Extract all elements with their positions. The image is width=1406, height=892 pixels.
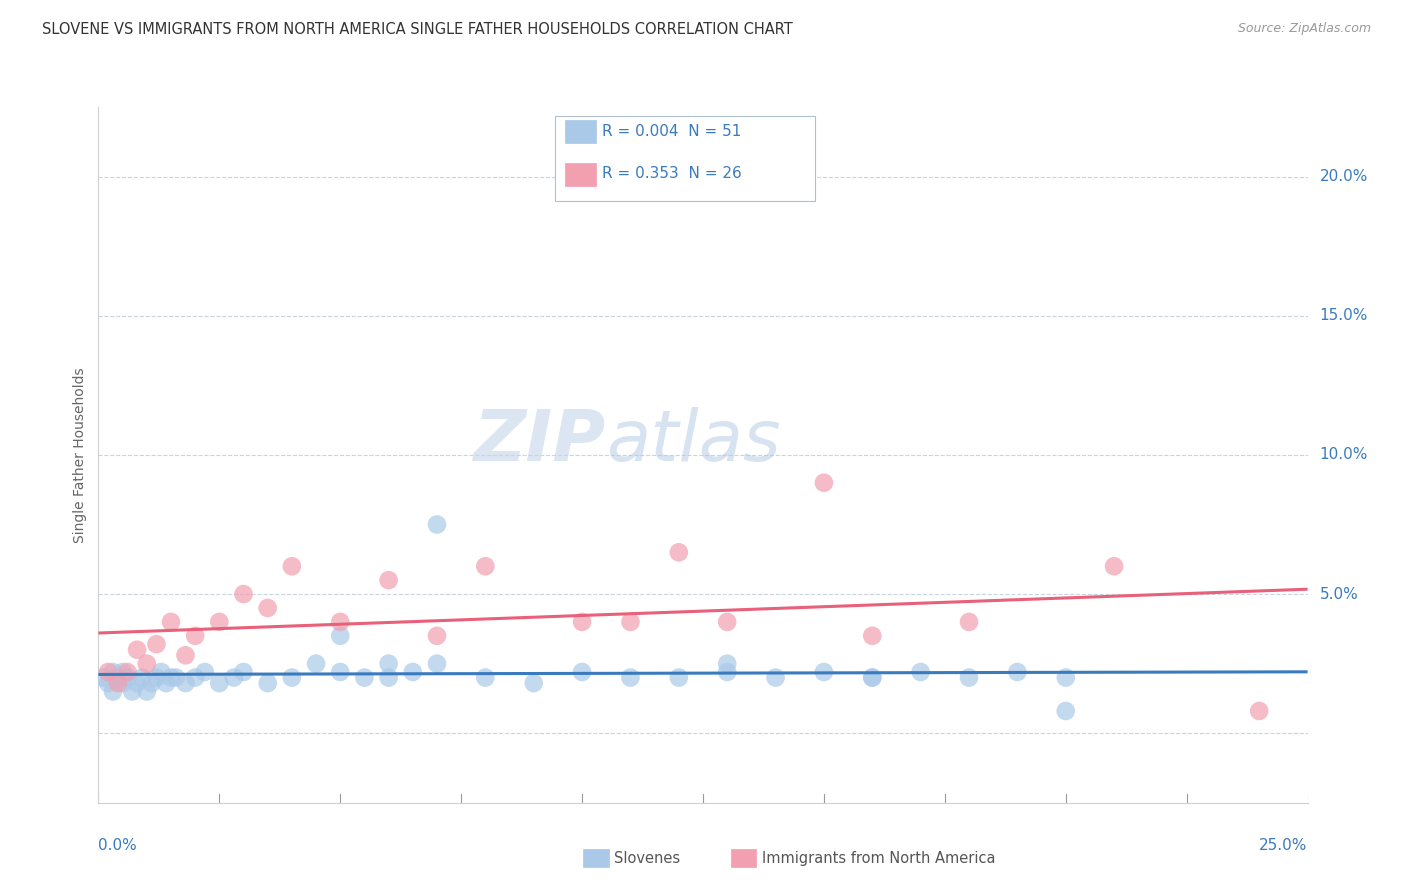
Point [1249, 704, 1271, 718]
Point [377, 671, 399, 685]
Point [1102, 559, 1125, 574]
Text: 5.0%: 5.0% [1320, 587, 1358, 601]
Point [97, 665, 120, 679]
Point [716, 657, 738, 671]
Point [329, 629, 352, 643]
Point [1054, 671, 1077, 685]
Point [957, 671, 980, 685]
Text: atlas: atlas [606, 407, 780, 475]
Point [107, 671, 129, 685]
Point [668, 545, 690, 559]
Point [131, 671, 153, 685]
Point [160, 615, 183, 629]
Point [222, 671, 245, 685]
Point [377, 657, 399, 671]
Point [174, 648, 197, 663]
Point [194, 665, 217, 679]
Point [353, 671, 375, 685]
Text: R = 0.353  N = 26: R = 0.353 N = 26 [602, 167, 741, 181]
Point [117, 671, 139, 685]
Point [145, 637, 167, 651]
Point [1054, 704, 1077, 718]
Point [957, 615, 980, 629]
Text: 20.0%: 20.0% [1320, 169, 1368, 184]
Point [281, 671, 304, 685]
Point [184, 629, 207, 643]
Point [910, 665, 932, 679]
Point [402, 665, 425, 679]
Point [860, 629, 883, 643]
Point [523, 676, 546, 690]
Point [97, 676, 120, 690]
Point [135, 657, 157, 671]
Point [135, 684, 157, 698]
Point [155, 676, 177, 690]
Point [127, 676, 149, 690]
Point [305, 657, 328, 671]
Point [121, 684, 143, 698]
Point [426, 517, 449, 532]
Point [619, 615, 641, 629]
Point [184, 671, 207, 685]
Point [474, 671, 496, 685]
Text: Slovenes: Slovenes [614, 851, 681, 865]
Point [117, 665, 139, 679]
Text: 10.0%: 10.0% [1320, 448, 1368, 462]
Point [377, 573, 399, 587]
Point [716, 615, 738, 629]
Point [813, 665, 835, 679]
Point [127, 642, 149, 657]
Point [1007, 665, 1029, 679]
Point [232, 587, 254, 601]
Point [145, 671, 167, 685]
Point [208, 615, 231, 629]
Point [141, 676, 163, 690]
Point [150, 665, 173, 679]
Point [165, 671, 187, 685]
Point [571, 615, 593, 629]
Point [91, 671, 114, 685]
Point [668, 671, 690, 685]
Text: R = 0.004  N = 51: R = 0.004 N = 51 [602, 124, 741, 138]
Text: Immigrants from North America: Immigrants from North America [762, 851, 995, 865]
Point [111, 676, 134, 690]
Point [281, 559, 304, 574]
Point [256, 676, 278, 690]
Y-axis label: Single Father Households: Single Father Households [73, 368, 87, 542]
Point [232, 665, 254, 679]
Point [716, 665, 738, 679]
Text: 25.0%: 25.0% [1260, 838, 1308, 853]
Point [813, 475, 835, 490]
Point [160, 671, 183, 685]
Point [860, 671, 883, 685]
Point [426, 657, 449, 671]
Point [174, 676, 197, 690]
Point [111, 665, 134, 679]
Text: 0.0%: 0.0% [98, 838, 138, 853]
Point [256, 601, 278, 615]
Point [474, 559, 496, 574]
Point [107, 676, 129, 690]
Point [765, 671, 787, 685]
Point [426, 629, 449, 643]
Text: ZIP: ZIP [474, 407, 606, 475]
Point [101, 684, 124, 698]
Text: Source: ZipAtlas.com: Source: ZipAtlas.com [1237, 22, 1371, 36]
Point [101, 665, 124, 679]
Point [329, 665, 352, 679]
Text: 15.0%: 15.0% [1320, 309, 1368, 323]
Point [619, 671, 641, 685]
Point [860, 671, 883, 685]
Point [329, 615, 352, 629]
Text: SLOVENE VS IMMIGRANTS FROM NORTH AMERICA SINGLE FATHER HOUSEHOLDS CORRELATION CH: SLOVENE VS IMMIGRANTS FROM NORTH AMERICA… [42, 22, 793, 37]
Point [571, 665, 593, 679]
Point [208, 676, 231, 690]
